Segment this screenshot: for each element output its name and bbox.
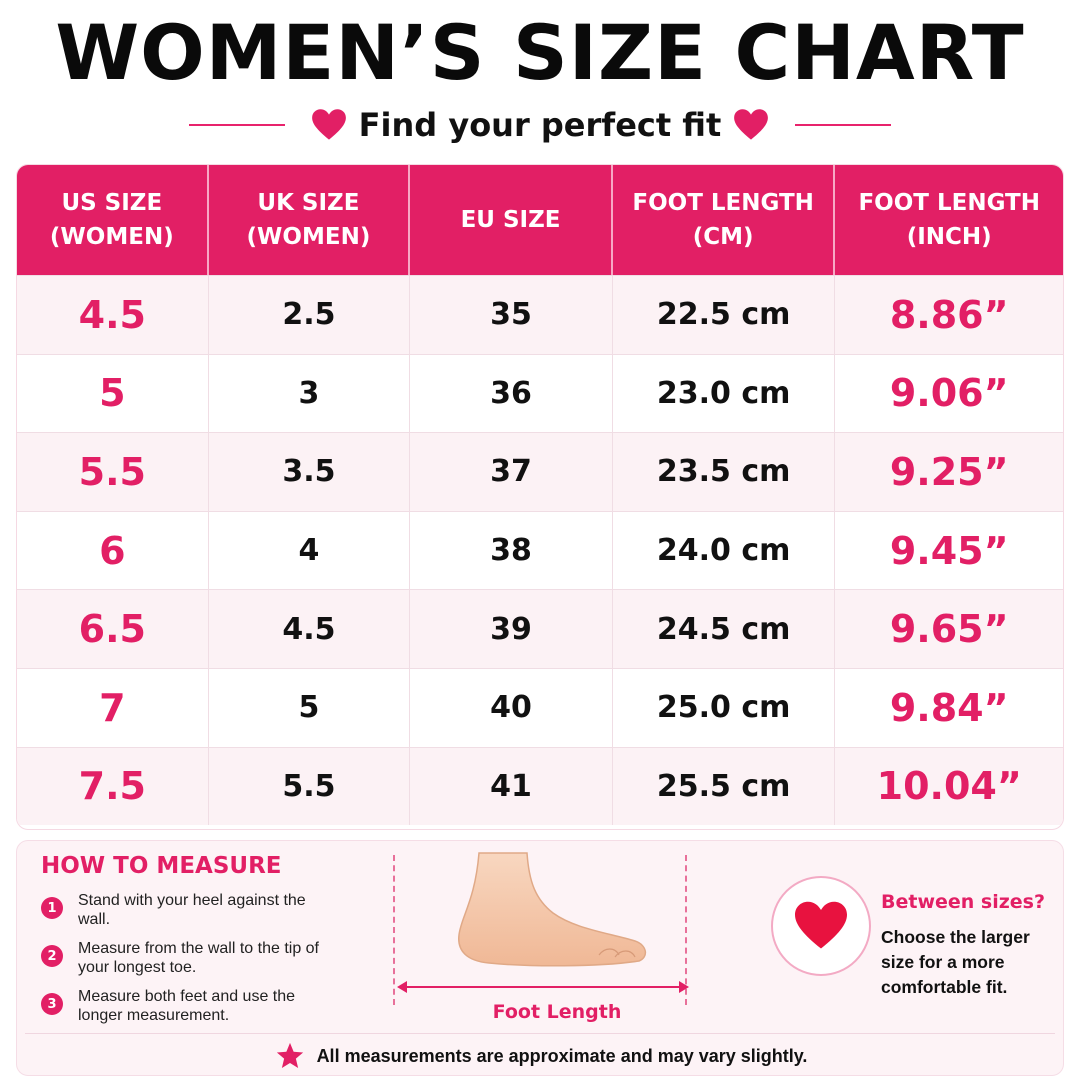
cell-uk: 4 [209,511,411,590]
step-item: 1 Stand with your heel against the wall. [41,891,341,929]
between-sizes-text: Choose the larger size for a more comfor… [881,927,1030,997]
how-to-measure-title: HOW TO MEASURE [41,853,282,879]
cell-us: 6.5 [17,590,209,668]
step-number: 1 [41,897,63,919]
cell-us: 7 [17,668,209,747]
foot-length-label: Foot Length [492,1001,622,1023]
header-foot-length-cm: FOOT LENGTH (CM) [613,165,836,275]
between-sizes-badge [771,876,871,976]
page-title: WOMEN’S SIZE CHART [55,8,1025,97]
foot-illustration [458,852,647,967]
cell-uk: 3.5 [209,433,411,511]
table-row: 4.5 2.5 35 22.5 cm 8.86” [17,275,1063,354]
cell-eu: 35 [410,276,613,354]
cell-uk: 2.5 [209,276,411,354]
subtitle-row: Find your perfect fit [0,102,1080,148]
footnote-text: All measurements are approximate and may… [316,1045,808,1066]
cell-inch: 9.25” [889,449,1009,494]
step-item: 2 Measure from the wall to the tip of yo… [41,939,341,977]
cell-cm: 24.0 cm [613,511,836,590]
guide-line-right [685,855,687,1005]
cell-inch: 9.45” [889,528,1009,573]
step-text: Measure both feet and use the longer mea… [78,988,296,1024]
cell-inch: 9.84” [889,685,1009,730]
cell-inch: 9.06” [889,371,1009,416]
cell-uk: 4.5 [209,590,411,668]
table-row: 6.5 4.5 39 24.5 cm 9.65” [17,589,1063,668]
measure-arrow [397,981,689,993]
table-row: 7 5 40 25.0 cm 9.84” [17,667,1063,747]
subtitle-line-right [795,124,892,126]
size-table: US SIZE (WOMEN) UK SIZE (WOMEN) EU SIZE … [16,164,1064,830]
header-eu-size: EU SIZE [410,165,613,275]
table-body: 4.5 2.5 35 22.5 cm 8.86” 5 3 36 23.0 cm … [17,275,1063,826]
star-icon [276,1042,303,1068]
table-header: US SIZE (WOMEN) UK SIZE (WOMEN) EU SIZE … [17,165,1063,275]
divider [25,1033,1055,1034]
header-us-size: US SIZE (WOMEN) [17,165,209,275]
cell-us: 5 [17,354,209,433]
between-sizes-title: Between sizes? [881,891,1046,913]
info-panel: HOW TO MEASURE 1 Stand with your heel ag… [16,840,1064,1076]
cell-cm: 23.5 cm [613,433,836,511]
step-text: Stand with your heel against the wall. [78,892,306,928]
cell-us: 7.5 [17,747,209,826]
cell-eu: 39 [410,590,613,668]
heart-icon [795,901,847,949]
cell-cm: 25.0 cm [613,668,836,747]
step-number: 3 [41,993,63,1015]
cell-cm: 23.0 cm [613,354,836,433]
cell-eu: 36 [410,354,613,433]
header-foot-length-inch: FOOT LENGTH (INCH) [858,190,1040,250]
cell-uk: 5 [209,668,411,747]
cell-eu: 38 [410,511,613,590]
cell-inch: 8.86” [889,292,1009,337]
table-row: 7.5 5.5 41 25.5 cm 10.04” [17,746,1063,826]
table-row: 6 4 38 24.0 cm 9.45” [17,510,1063,590]
step-number: 2 [41,945,63,967]
cell-uk: 5.5 [209,747,411,826]
table-row: 5 3 36 23.0 cm 9.06” [17,353,1063,433]
cell-us: 4.5 [17,276,209,354]
step-item: 3 Measure both feet and use the longer m… [41,987,341,1025]
step-text: Measure from the wall to the tip of your… [78,940,319,976]
cell-cm: 24.5 cm [613,590,836,668]
heart-icon [311,109,346,140]
cell-cm: 22.5 cm [613,276,836,354]
cell-us: 6 [17,511,209,590]
footnote: All measurements are approximate and may… [17,1039,1065,1073]
cell-inch: 10.04” [876,764,1022,809]
table-row: 5.5 3.5 37 23.5 cm 9.25” [17,432,1063,511]
cell-eu: 37 [410,433,613,511]
cell-uk: 3 [209,354,411,433]
cell-inch: 9.65” [889,607,1009,652]
guide-line-left [393,855,395,1005]
foot-diagram: Foot Length [387,849,697,1031]
subtitle: Find your perfect fit [358,106,722,144]
cell-us: 5.5 [17,433,209,511]
heart-icon [734,109,769,140]
cell-eu: 40 [410,668,613,747]
cell-cm: 25.5 cm [613,747,836,826]
subtitle-line-left [188,124,285,126]
cell-eu: 41 [410,747,613,826]
header-uk-size: UK SIZE (WOMEN) [209,165,411,275]
